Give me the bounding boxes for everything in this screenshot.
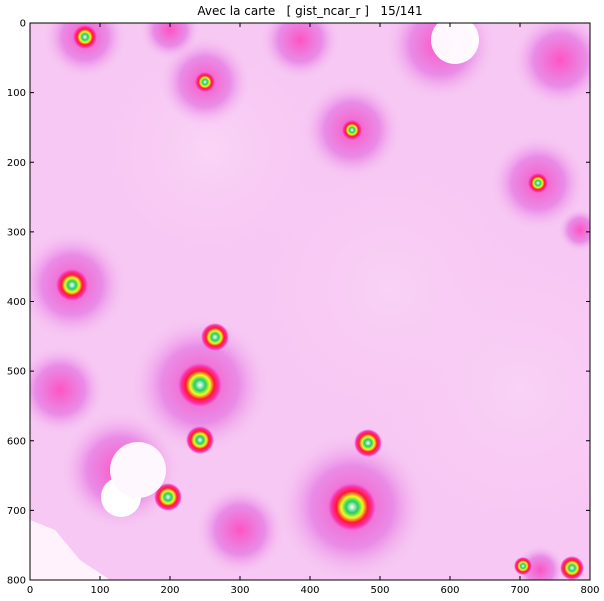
x-axis: 0 100 200 300 400 500 600 700 800 — [27, 23, 600, 596]
x-tick-label: 0 — [27, 585, 33, 596]
y-tick-label: 0 — [20, 19, 26, 30]
y-tick-label: 400 — [7, 297, 26, 308]
y-tick-label: 700 — [7, 506, 26, 517]
y-axis: 0 100 200 300 400 500 600 700 800 — [7, 19, 590, 587]
y-tick-label: 100 — [7, 88, 26, 99]
x-tick-label: 600 — [440, 585, 459, 596]
y-tick-label: 300 — [7, 227, 26, 238]
x-tick-label: 400 — [300, 585, 319, 596]
y-tick-label: 600 — [7, 436, 26, 447]
y-tick-label: 200 — [7, 158, 26, 169]
y-tick-label: 800 — [7, 576, 26, 587]
y-tick-label: 500 — [7, 367, 26, 378]
x-tick-label: 800 — [580, 585, 599, 596]
x-tick-label: 700 — [510, 585, 529, 596]
x-tick-label: 300 — [230, 585, 249, 596]
x-tick-label: 100 — [90, 585, 109, 596]
top-spirals — [43, 23, 590, 252]
x-tick-label: 200 — [160, 585, 179, 596]
left-bottom-spirals — [30, 230, 584, 580]
x-tick-label: 500 — [370, 585, 389, 596]
chart-title: Avec la carte [ gist_ncar_r ] 15/141 — [197, 4, 423, 18]
fractal-image — [30, 23, 590, 580]
